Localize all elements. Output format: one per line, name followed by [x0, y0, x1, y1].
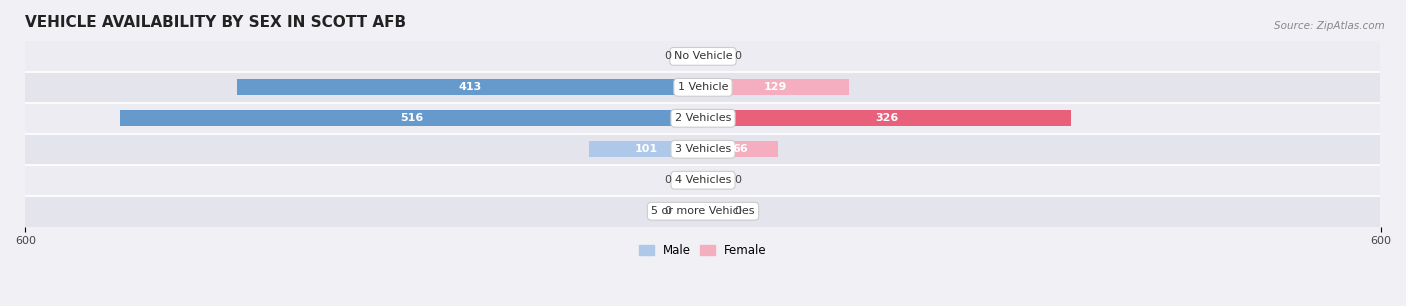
Text: 0: 0: [665, 51, 672, 62]
Bar: [25, 196, 1381, 227]
Text: 0: 0: [665, 206, 672, 216]
Text: 66: 66: [733, 144, 748, 154]
Bar: [589, 141, 703, 157]
Text: VEHICLE AVAILABILITY BY SEX IN SCOTT AFB: VEHICLE AVAILABILITY BY SEX IN SCOTT AFB: [25, 15, 406, 30]
Bar: [25, 72, 1381, 103]
Bar: [703, 203, 725, 219]
Text: 0: 0: [734, 175, 741, 185]
Bar: [25, 103, 1381, 134]
Bar: [25, 165, 1381, 196]
Bar: [703, 172, 725, 188]
Bar: [25, 134, 1381, 165]
Text: 1 Vehicle: 1 Vehicle: [678, 82, 728, 92]
Bar: [703, 141, 778, 157]
Text: No Vehicle: No Vehicle: [673, 51, 733, 62]
Bar: [703, 48, 725, 65]
Text: 0: 0: [665, 175, 672, 185]
Text: 3 Vehicles: 3 Vehicles: [675, 144, 731, 154]
Text: 129: 129: [763, 82, 787, 92]
Bar: [681, 48, 703, 65]
Text: 2 Vehicles: 2 Vehicles: [675, 113, 731, 123]
Text: 413: 413: [458, 82, 481, 92]
Text: 101: 101: [634, 144, 658, 154]
Text: 326: 326: [876, 113, 898, 123]
Text: 4 Vehicles: 4 Vehicles: [675, 175, 731, 185]
Text: 0: 0: [734, 206, 741, 216]
Bar: [236, 79, 703, 95]
Bar: [121, 110, 703, 126]
Bar: [681, 172, 703, 188]
Text: 516: 516: [401, 113, 423, 123]
Bar: [703, 79, 849, 95]
Text: Source: ZipAtlas.com: Source: ZipAtlas.com: [1274, 21, 1385, 32]
Text: 5 or more Vehicles: 5 or more Vehicles: [651, 206, 755, 216]
Bar: [25, 41, 1381, 72]
Bar: [681, 203, 703, 219]
Legend: Male, Female: Male, Female: [634, 239, 772, 262]
Bar: [703, 110, 1071, 126]
Text: 0: 0: [734, 51, 741, 62]
